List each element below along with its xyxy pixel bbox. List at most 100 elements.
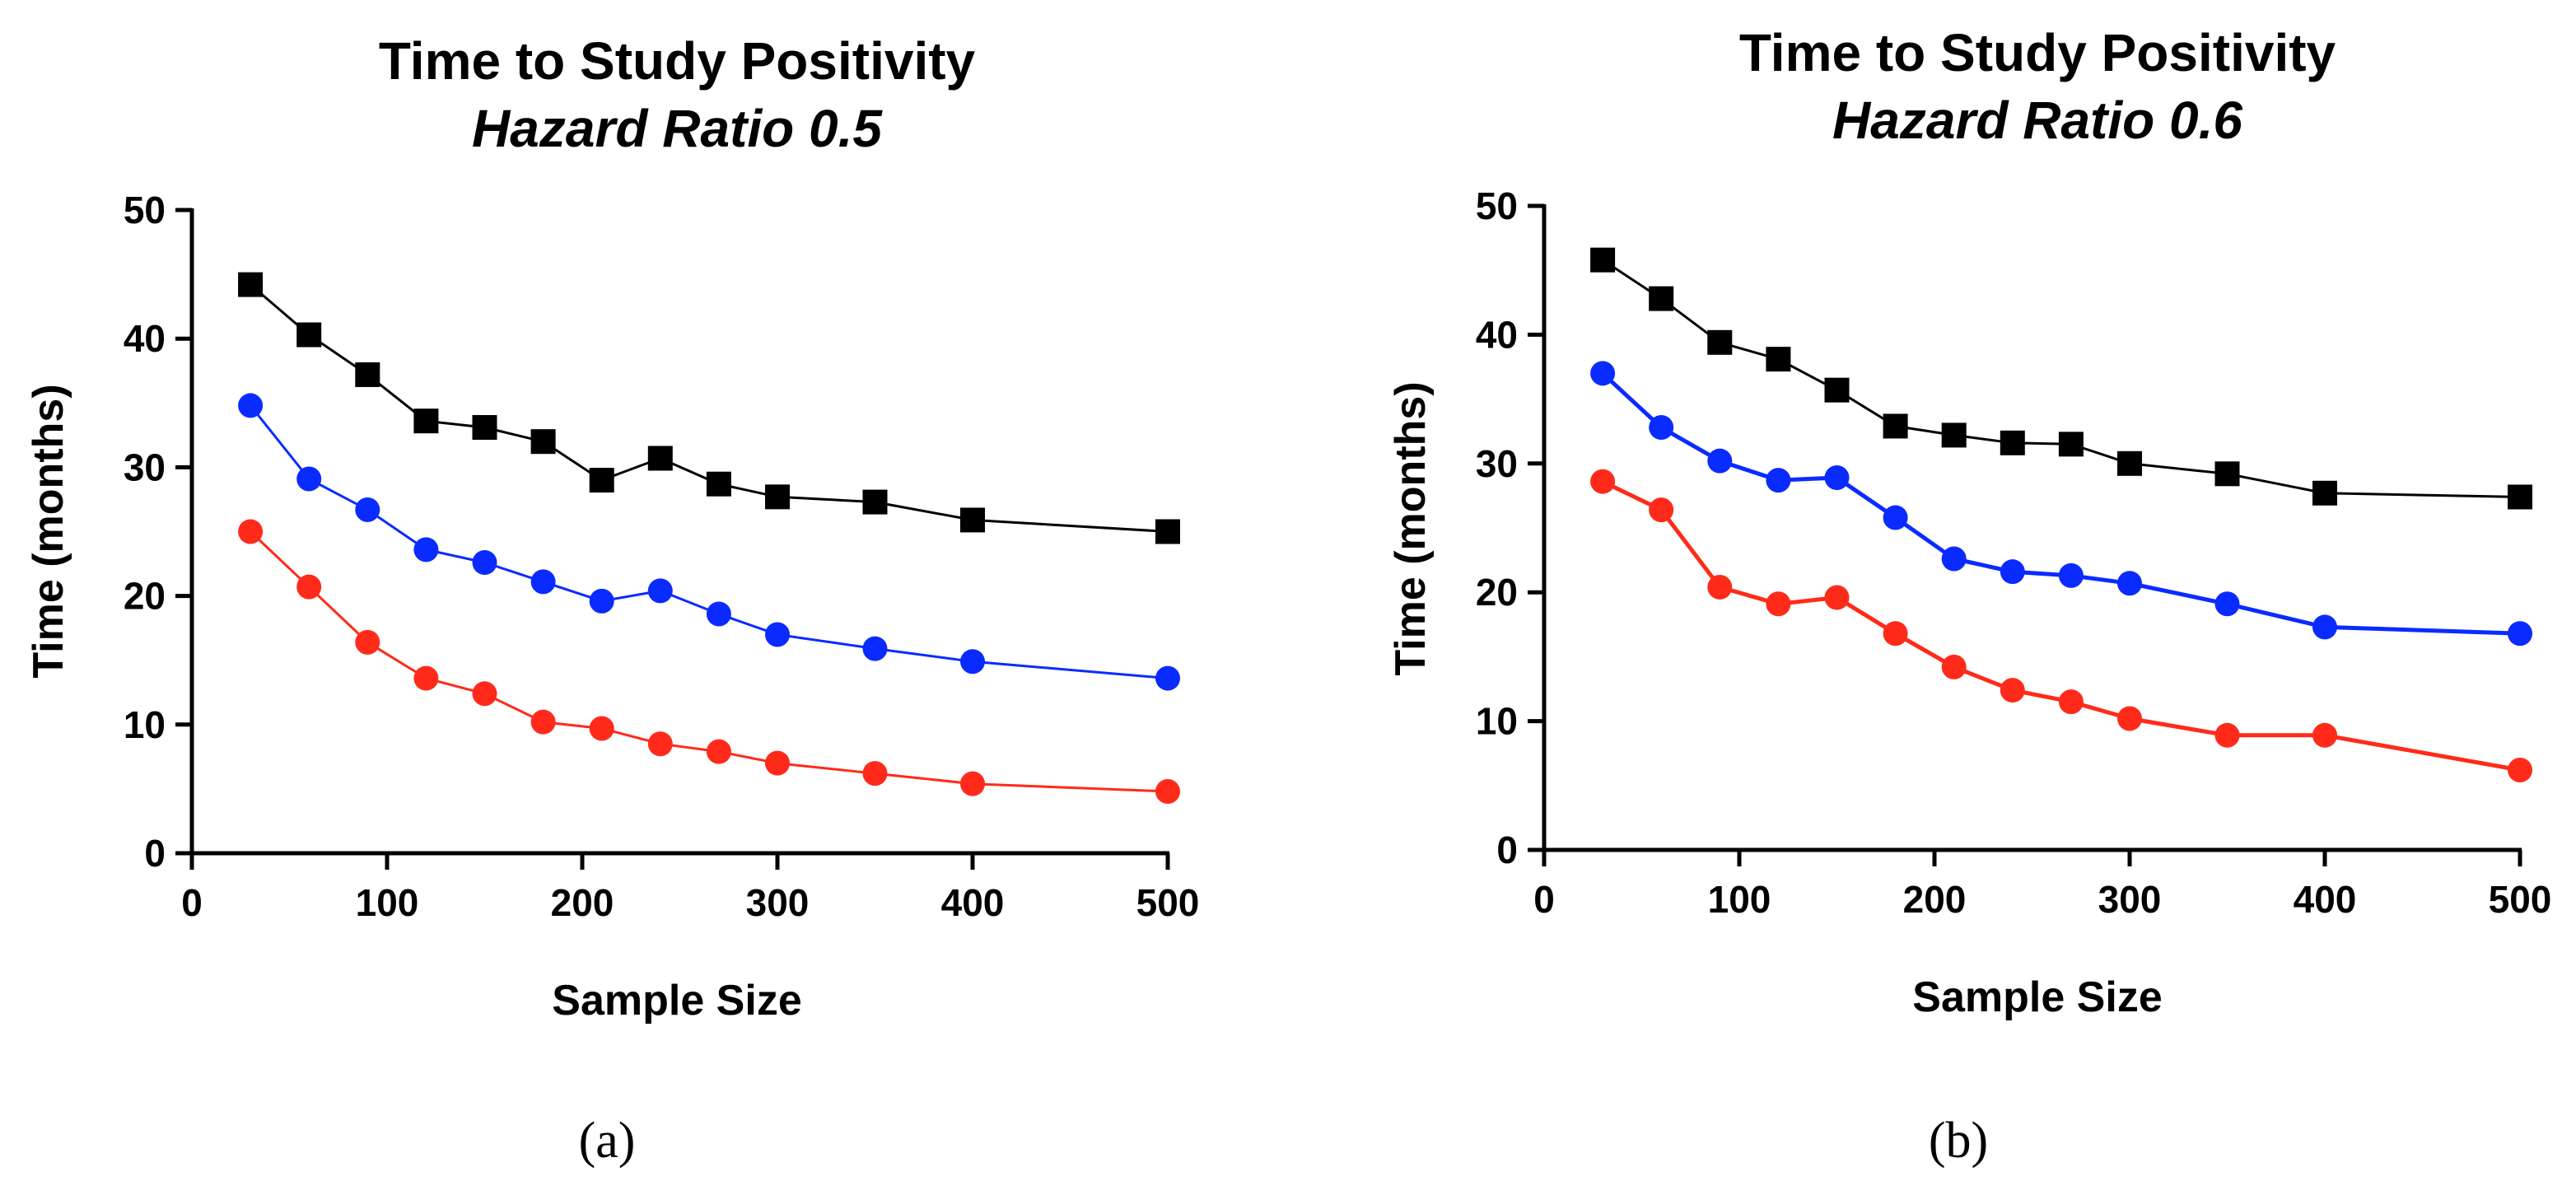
series-blue-line — [249, 404, 1169, 680]
data-point — [413, 408, 439, 434]
y-tick-label: 0 — [1496, 829, 1518, 871]
data-point — [1824, 585, 1850, 610]
data-point — [2508, 484, 2532, 510]
x-tick-label: 300 — [746, 881, 810, 924]
data-point — [960, 649, 985, 675]
data-point — [1707, 329, 1733, 355]
data-point — [862, 636, 888, 661]
y-tick-label: 20 — [124, 575, 166, 618]
x-tick-label: 400 — [941, 881, 1005, 924]
data-point — [1649, 497, 1674, 523]
data-point — [296, 466, 322, 492]
data-point — [1649, 286, 1674, 311]
series-black — [1590, 247, 2532, 510]
data-point — [1883, 413, 1908, 439]
data-point — [1590, 361, 1616, 386]
y-tick-label: 0 — [144, 832, 166, 875]
x-axis-label: Sample Size — [1912, 973, 2162, 1021]
data-point — [1155, 779, 1180, 805]
data-point — [1883, 621, 1908, 647]
y-tick-label: 40 — [124, 317, 166, 360]
data-point — [589, 468, 614, 493]
data-point — [1941, 422, 1967, 448]
data-point — [2000, 559, 2025, 585]
y-tick-label: 50 — [1476, 184, 1518, 227]
data-point — [765, 484, 790, 510]
data-point — [2214, 591, 2240, 617]
data-point — [862, 489, 888, 515]
data-point — [2214, 722, 2240, 748]
series-black-line — [1602, 259, 2521, 498]
data-point — [472, 681, 497, 707]
data-point — [1590, 247, 1616, 273]
x-tick-label: 300 — [2098, 878, 2162, 921]
data-point — [589, 588, 614, 614]
data-point — [2058, 689, 2084, 715]
data-point — [472, 549, 497, 575]
data-point — [2214, 461, 2240, 487]
x-tick-label: 100 — [356, 881, 419, 924]
data-point — [706, 739, 731, 764]
data-point — [355, 497, 380, 522]
data-point — [2117, 571, 2142, 596]
data-point — [1766, 468, 1791, 493]
data-point — [2000, 430, 2025, 455]
x-tick-label: 0 — [1533, 878, 1555, 921]
series-group — [1590, 247, 2532, 783]
y-tick-label: 10 — [1476, 700, 1518, 743]
y-axis-label: Time (months) — [25, 384, 72, 678]
data-point — [765, 750, 790, 776]
panel-label: (a) — [579, 1113, 636, 1169]
series-red — [238, 519, 1180, 805]
x-tick-label: 500 — [1136, 881, 1200, 924]
data-point — [238, 272, 264, 297]
data-point — [647, 446, 673, 471]
y-tick-label: 40 — [1476, 313, 1518, 356]
data-point — [530, 429, 556, 455]
data-point — [1707, 448, 1733, 474]
data-point — [960, 771, 985, 796]
series-group — [238, 272, 1180, 805]
data-point — [413, 537, 439, 562]
data-point — [1766, 591, 1791, 617]
data-point — [2508, 621, 2532, 647]
data-point — [706, 601, 731, 627]
data-point — [355, 629, 380, 655]
data-point — [647, 578, 673, 604]
data-point — [706, 471, 731, 497]
series-blue — [1590, 361, 2532, 647]
data-point — [238, 393, 264, 418]
data-point — [2000, 678, 2025, 703]
x-tick-label: 400 — [2294, 878, 2357, 921]
data-point — [765, 622, 790, 647]
series-red-line — [1602, 479, 2521, 773]
data-point — [960, 507, 985, 533]
data-point — [2117, 450, 2142, 476]
data-point — [296, 574, 322, 600]
data-point — [472, 414, 497, 440]
x-tick-label: 0 — [181, 881, 203, 924]
data-point — [1824, 377, 1850, 403]
y-tick-label: 20 — [1476, 571, 1518, 614]
y-tick-label: 30 — [1476, 442, 1518, 485]
panel-label: (b) — [1929, 1113, 1988, 1169]
data-point — [2117, 706, 2142, 731]
data-point — [1590, 469, 1616, 494]
data-point — [296, 322, 322, 348]
data-point — [2312, 480, 2337, 506]
chart-title: Time to Study Positivity — [1739, 23, 2336, 82]
data-point — [2312, 614, 2337, 640]
series-blue — [238, 393, 1180, 691]
data-point — [1883, 505, 1908, 530]
y-axis-label: Time (months) — [1387, 381, 1435, 675]
data-point — [2058, 432, 2084, 457]
data-point — [1766, 347, 1791, 372]
x-tick-label: 100 — [1708, 878, 1771, 921]
data-point — [530, 709, 556, 735]
x-tick-label: 200 — [1903, 878, 1967, 921]
chart-subtitle: Hazard Ratio 0.6 — [1832, 91, 2242, 150]
chart-title: Time to Study Positivity — [379, 31, 976, 91]
